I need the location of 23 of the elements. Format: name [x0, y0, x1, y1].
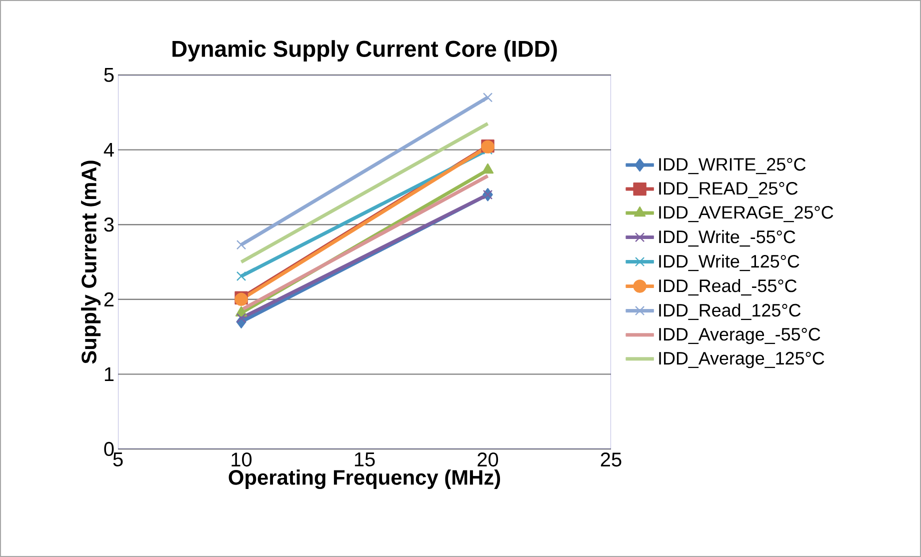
x-axis-title: Operating Frequency (MHz): [228, 469, 500, 490]
legend-label: IDD_READ_25°C: [659, 182, 798, 198]
y-tick-label: 0: [104, 442, 114, 456]
x-tick-label: 10: [232, 452, 252, 467]
legend-label: IDD_Write_-55°C: [659, 230, 796, 247]
y-tick-label: 3: [104, 218, 114, 232]
legend-label: IDD_Average_125°C: [659, 352, 824, 368]
x-tick-label: 15: [354, 452, 375, 466]
y-tick-label: 4: [104, 142, 114, 157]
y-tick-label: 1: [104, 367, 114, 382]
legend-label: IDD_Write_125°C: [659, 254, 800, 272]
y-tick-label: 5: [104, 68, 114, 82]
legend-label: IDD_Read_125°C: [659, 303, 801, 320]
y-tick-label: 2: [104, 292, 114, 306]
y-axis-title: Supply Current (mA): [81, 160, 101, 364]
legend-label: IDD_AVERAGE_25°C: [659, 206, 834, 222]
x-tick-label: 5: [113, 452, 123, 466]
legend-label: IDD_Read_-55°C: [659, 278, 797, 296]
x-tick-label: 20: [478, 452, 498, 467]
x-tick-label: 25: [600, 452, 622, 467]
chart-title: Dynamic Supply Current Core (IDD): [172, 40, 557, 62]
legend-label: IDD_Average_-55°C: [659, 328, 820, 344]
legend-label: IDD_WRITE_25°C: [659, 158, 806, 174]
